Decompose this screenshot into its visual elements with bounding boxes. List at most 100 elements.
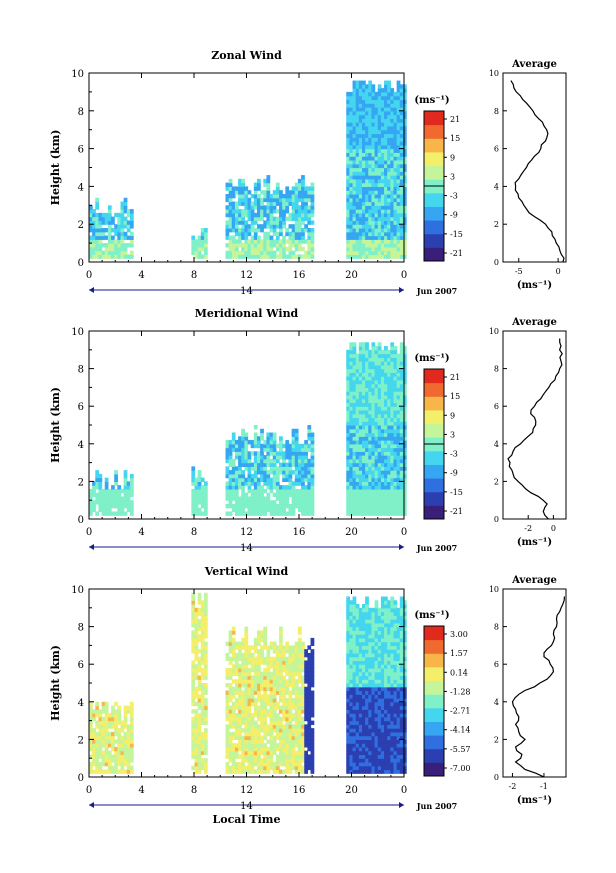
heatmap-cell: [260, 511, 264, 516]
heatmap-cell: [191, 709, 196, 714]
heatmap-cell: [346, 701, 350, 707]
heatmap-cell: [384, 496, 388, 501]
heatmap-cell: [225, 496, 230, 501]
heatmap-cell: [358, 679, 363, 684]
day-label: 14: [240, 286, 253, 297]
heatmap-cell: [396, 507, 401, 513]
heatmap-cell: [346, 368, 350, 373]
heatmap-cell: [374, 394, 379, 400]
heatmap-cell: [288, 664, 293, 669]
heatmap-cell: [390, 137, 395, 142]
heatmap-cell: [396, 387, 401, 392]
heatmap-cell: [241, 193, 245, 199]
heatmap-cell: [291, 511, 296, 516]
heatmap-cell: [368, 406, 373, 411]
heatmap-cell: [250, 209, 255, 214]
heatmap-cell: [294, 645, 299, 650]
heatmap-cell: [393, 346, 398, 351]
heatmap-cell: [390, 193, 395, 199]
heatmap-cell: [247, 201, 252, 206]
heatmap-cell: [349, 394, 354, 400]
heatmap-cell: [101, 769, 106, 774]
heatmap-cell: [365, 163, 369, 169]
heatmap-cell: [362, 746, 366, 752]
heatmap-cell: [279, 675, 283, 680]
heatmap-cell: [253, 709, 258, 714]
heatmap-cell: [304, 190, 308, 195]
heatmap-cell: [269, 698, 274, 703]
heatmap-cell: [107, 227, 112, 233]
heatmap-cell: [241, 212, 245, 218]
heatmap-cell: [358, 197, 363, 203]
heatmap-cell: [352, 227, 357, 233]
heatmap-cell: [362, 455, 366, 460]
heatmap-cell: [225, 698, 230, 703]
heatmap-cell: [297, 652, 302, 658]
heatmap-cell: [104, 216, 109, 222]
heatmap-cell: [197, 660, 202, 665]
heatmap-cell: [310, 235, 315, 240]
heatmap-cell: [250, 667, 255, 673]
heatmap-cell: [402, 141, 407, 146]
heatmap-cell: [89, 511, 93, 516]
heatmap-cell: [393, 110, 398, 116]
heatmap-cell: [231, 761, 236, 767]
heatmap-cell: [269, 507, 274, 513]
colorbar-segment: [424, 206, 444, 221]
heatmap-cell: [288, 694, 293, 699]
heatmap-cell: [275, 488, 280, 494]
heatmap-cell: [95, 511, 100, 516]
heatmap-cell: [390, 361, 395, 366]
heatmap-cell: [355, 436, 360, 441]
heatmap-cell: [307, 671, 312, 677]
heatmap-cell: [231, 746, 236, 752]
average-y-tick-label: 8: [494, 365, 499, 374]
heatmap-cell: [129, 477, 134, 482]
heatmap-cell: [352, 615, 357, 620]
heatmap-cell: [104, 731, 109, 737]
heatmap-cell: [263, 462, 268, 467]
heatmap-cell: [358, 511, 363, 516]
heatmap-cell: [390, 500, 395, 505]
heatmap-cell: [272, 492, 277, 498]
heatmap-cell: [275, 667, 280, 673]
heatmap-cell: [349, 201, 354, 206]
heatmap-cell: [377, 470, 382, 475]
heatmap-cell: [301, 205, 305, 210]
heatmap-cell: [126, 254, 131, 259]
heatmap-cell: [380, 421, 385, 426]
colorbar-segment: [424, 220, 444, 235]
heatmap-cell: [282, 197, 286, 203]
heatmap-cell: [355, 720, 360, 725]
heatmap-cell: [291, 231, 296, 237]
heatmap-cell: [368, 754, 373, 759]
heatmap-cell: [98, 716, 103, 722]
heatmap-cell: [260, 735, 264, 740]
heatmap-cell: [275, 458, 280, 464]
heatmap-cell: [282, 705, 286, 710]
heatmap-cell: [362, 705, 366, 710]
heatmap-cell: [355, 500, 360, 505]
heatmap-cell: [362, 133, 366, 138]
heatmap-cell: [228, 675, 233, 680]
heatmap-cell: [352, 679, 357, 684]
heatmap-cell: [129, 735, 134, 740]
heatmap-cell: [104, 481, 109, 486]
heatmap-cell: [92, 254, 96, 259]
heatmap-cell: [260, 500, 264, 505]
heatmap-cell: [291, 713, 296, 718]
heatmap-cell: [307, 254, 312, 259]
heatmap-cell: [111, 754, 115, 759]
heatmap-cell: [266, 254, 271, 259]
heatmap-cell: [358, 91, 363, 97]
heatmap-cell: [380, 171, 385, 176]
heatmap-cell: [352, 361, 357, 366]
heatmap-cell: [362, 144, 366, 150]
heatmap-cell: [107, 488, 112, 494]
heatmap-cell: [279, 731, 283, 737]
heatmap-cell: [352, 349, 357, 355]
heatmap-cell: [380, 383, 385, 388]
heatmap-cell: [294, 765, 299, 771]
heatmap-cell: [244, 641, 249, 646]
